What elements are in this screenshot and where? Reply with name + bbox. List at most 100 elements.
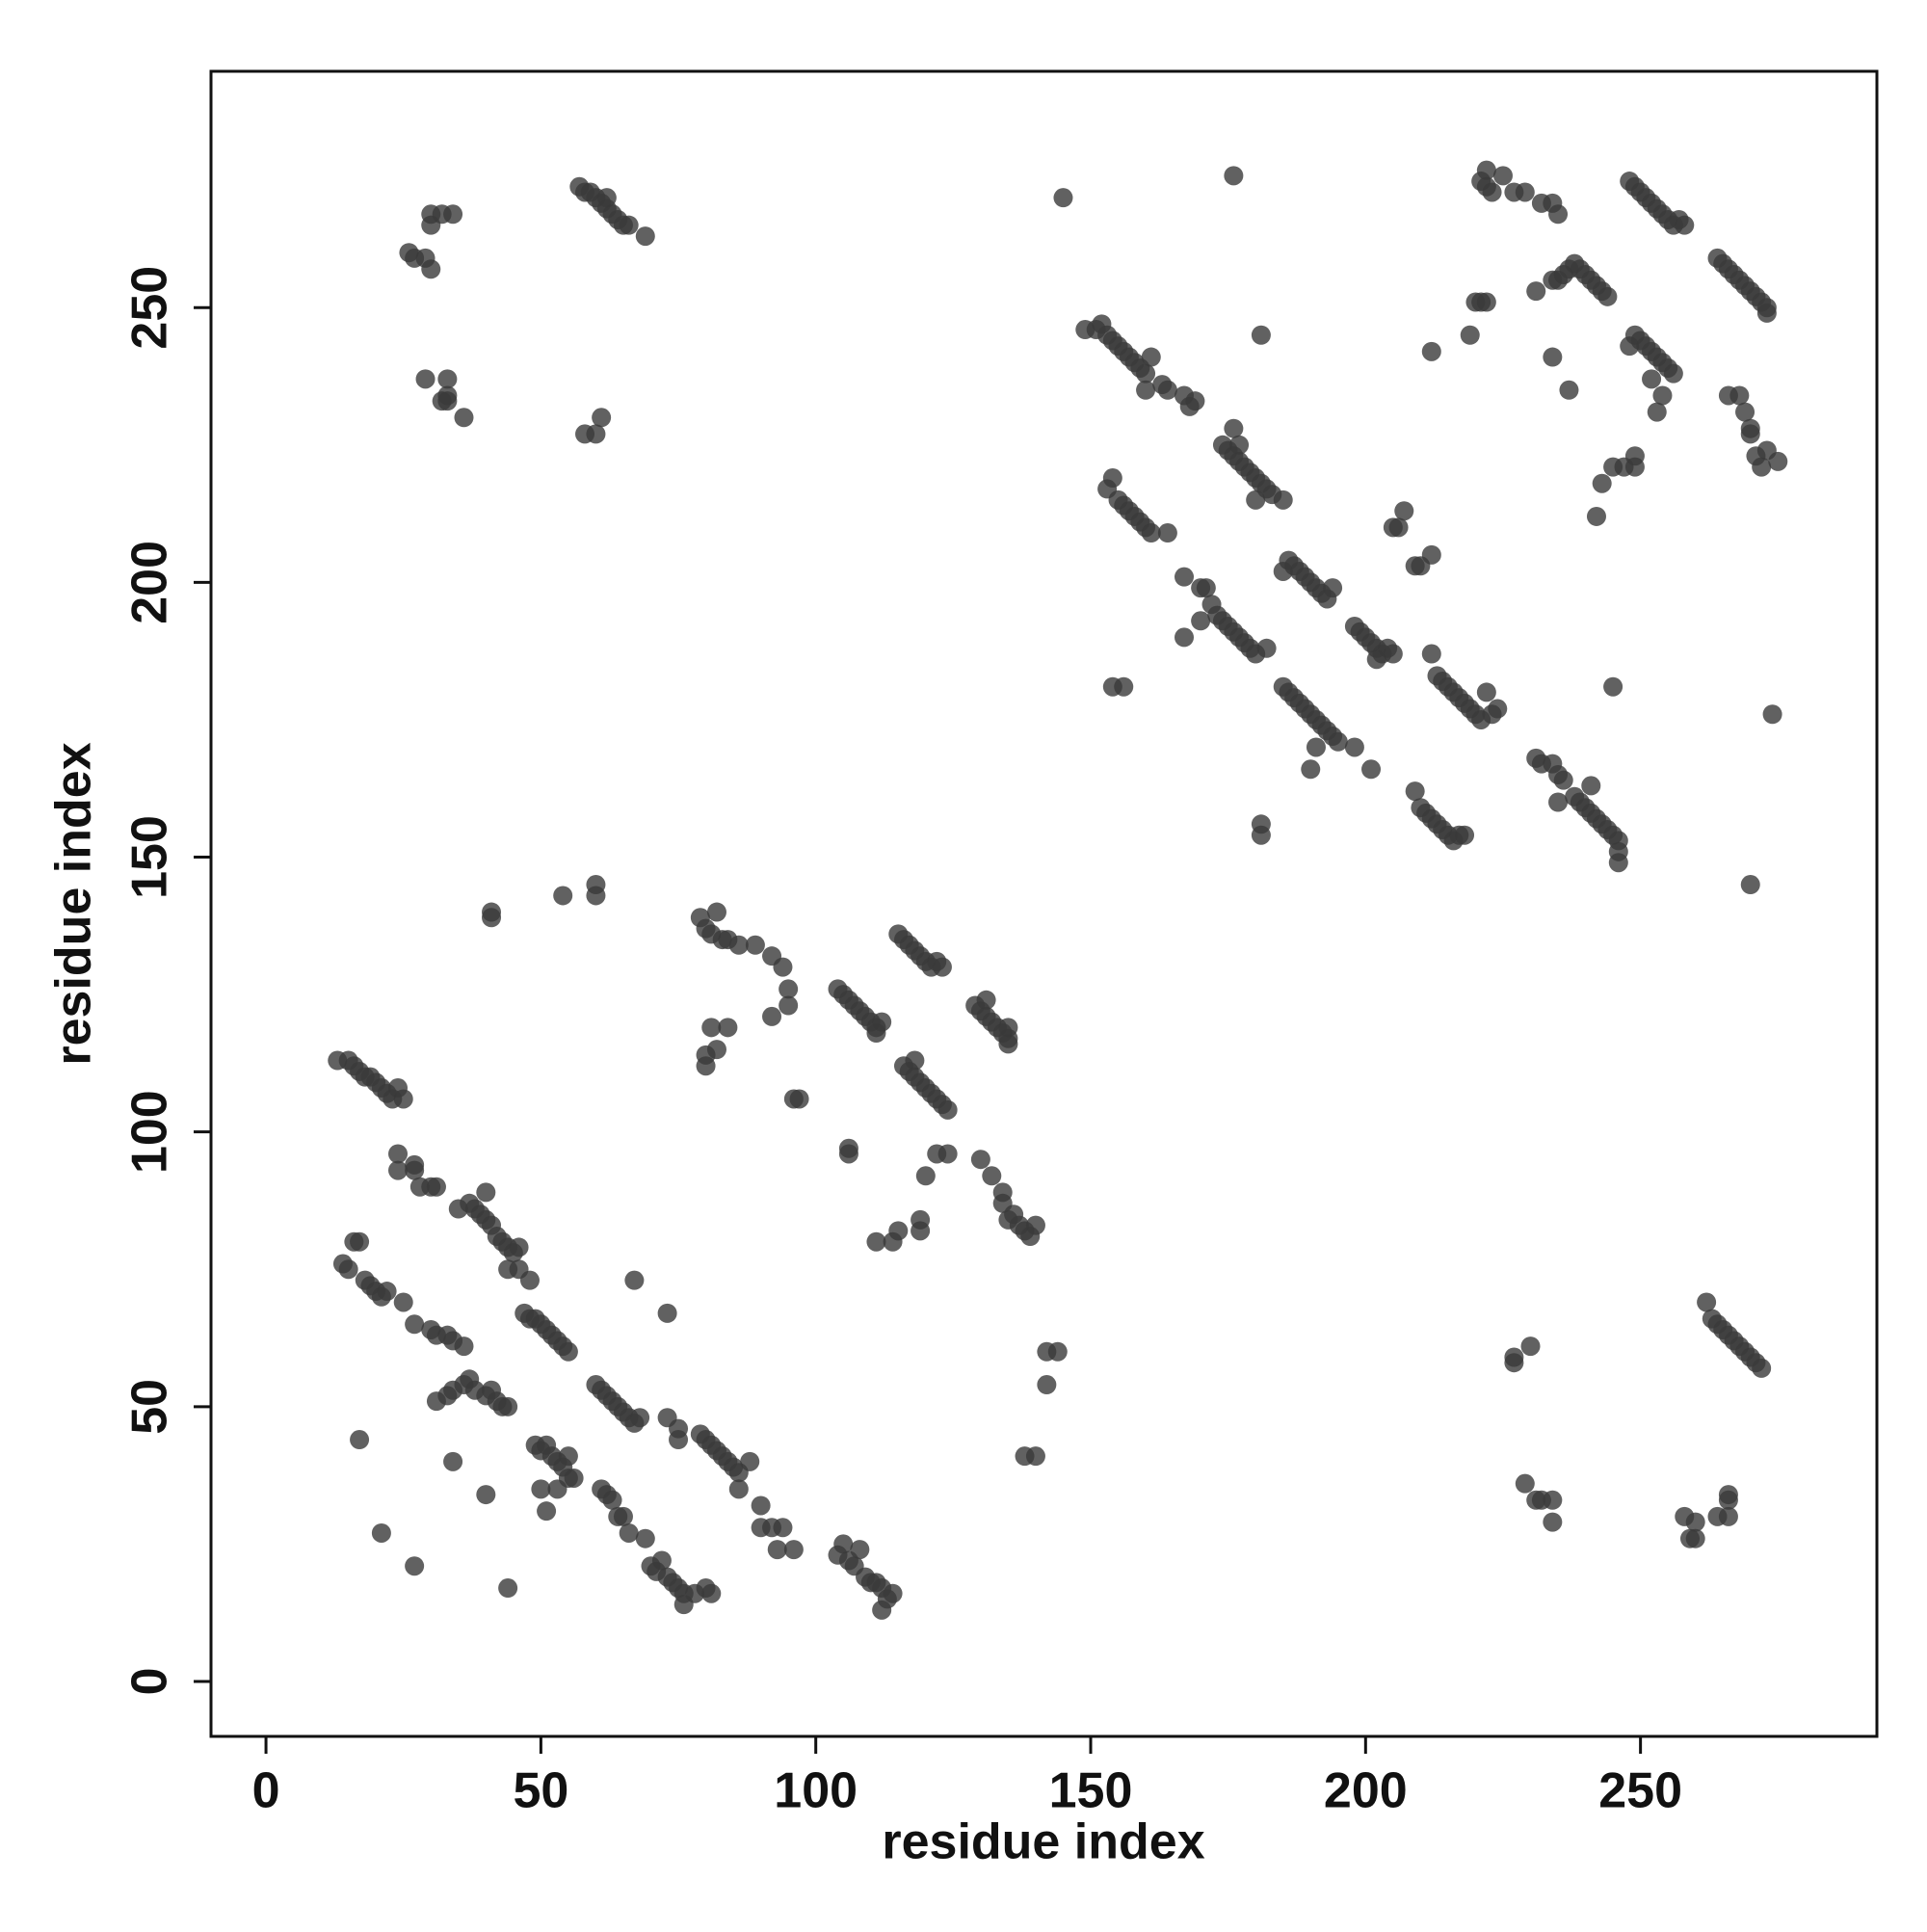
point [718, 1018, 738, 1038]
point [1718, 1506, 1738, 1526]
point [1697, 1292, 1717, 1312]
point [1025, 1215, 1045, 1235]
point [779, 979, 799, 999]
point [476, 1485, 496, 1505]
y-tick-label: 50 [122, 1379, 178, 1435]
point [350, 1430, 370, 1450]
point [596, 188, 617, 208]
point [1421, 544, 1441, 565]
point [1301, 759, 1321, 780]
y-axis-label: residue index [46, 742, 102, 1065]
x-tick-label: 50 [513, 1763, 568, 1819]
point [558, 1446, 578, 1467]
point [1597, 286, 1618, 306]
point [915, 1166, 936, 1186]
point [745, 935, 765, 955]
point [537, 1501, 557, 1522]
point [767, 1540, 787, 1560]
point [1141, 523, 1161, 543]
point [635, 1528, 655, 1548]
point [454, 1337, 474, 1357]
point [651, 1550, 672, 1571]
point [1543, 1490, 1563, 1510]
point [426, 1177, 446, 1197]
point [1251, 825, 1271, 845]
point [1306, 737, 1326, 757]
point [1762, 704, 1782, 725]
point [751, 1495, 771, 1516]
point [1102, 468, 1122, 489]
point [377, 1282, 397, 1302]
point [850, 1540, 870, 1560]
point [773, 1518, 793, 1538]
point [1114, 676, 1134, 697]
point [1196, 578, 1216, 598]
point [1191, 611, 1211, 631]
x-tick-label: 150 [1049, 1763, 1133, 1819]
point [1136, 363, 1156, 384]
point [998, 1018, 1018, 1038]
point [1047, 1341, 1068, 1362]
point [624, 1270, 645, 1290]
point [937, 1144, 958, 1164]
point [1526, 281, 1546, 302]
y-tick-label: 100 [122, 1090, 178, 1174]
y-tick-label: 200 [122, 541, 178, 624]
point [498, 1396, 518, 1416]
point [1548, 792, 1569, 812]
point [706, 1040, 726, 1060]
point [976, 990, 996, 1010]
y-tick-label: 250 [122, 266, 178, 350]
point [1504, 1347, 1524, 1367]
point [509, 1237, 529, 1257]
x-tick-label: 200 [1324, 1763, 1408, 1819]
point [1328, 731, 1348, 752]
point [833, 1534, 854, 1554]
point [1476, 682, 1496, 702]
point [1323, 578, 1343, 598]
point [498, 1578, 518, 1599]
point [1388, 517, 1409, 538]
plot-frame [209, 69, 1879, 1738]
point [905, 1050, 925, 1071]
point [635, 226, 655, 247]
point [405, 1314, 425, 1335]
point [1037, 1375, 1057, 1395]
point [657, 1303, 677, 1323]
point [1421, 341, 1441, 361]
point [1768, 451, 1788, 471]
point [437, 391, 458, 411]
point [558, 1341, 578, 1362]
point [1515, 1473, 1535, 1494]
point [531, 1479, 551, 1499]
point [476, 1182, 496, 1203]
point [762, 1006, 782, 1026]
point [998, 1034, 1018, 1054]
point [1592, 473, 1612, 493]
point [350, 1231, 370, 1252]
point [1185, 391, 1205, 411]
point [1383, 644, 1403, 664]
point [1608, 853, 1628, 873]
point [1729, 385, 1750, 406]
point [789, 1089, 809, 1109]
point [619, 1522, 639, 1543]
point [1581, 776, 1601, 796]
point [1685, 1528, 1705, 1548]
point [1553, 770, 1573, 790]
x-tick-label: 0 [252, 1763, 280, 1819]
point [553, 886, 573, 906]
point [519, 1270, 540, 1290]
point [1157, 523, 1177, 543]
point [586, 886, 606, 906]
x-tick-label: 100 [774, 1763, 858, 1819]
point [393, 1292, 413, 1312]
point [1157, 380, 1177, 400]
point [1405, 781, 1425, 802]
point [1543, 193, 1563, 213]
point [728, 1479, 749, 1499]
point [701, 1583, 722, 1603]
point [1642, 369, 1662, 389]
point [1685, 1512, 1705, 1532]
point [1175, 627, 1195, 648]
